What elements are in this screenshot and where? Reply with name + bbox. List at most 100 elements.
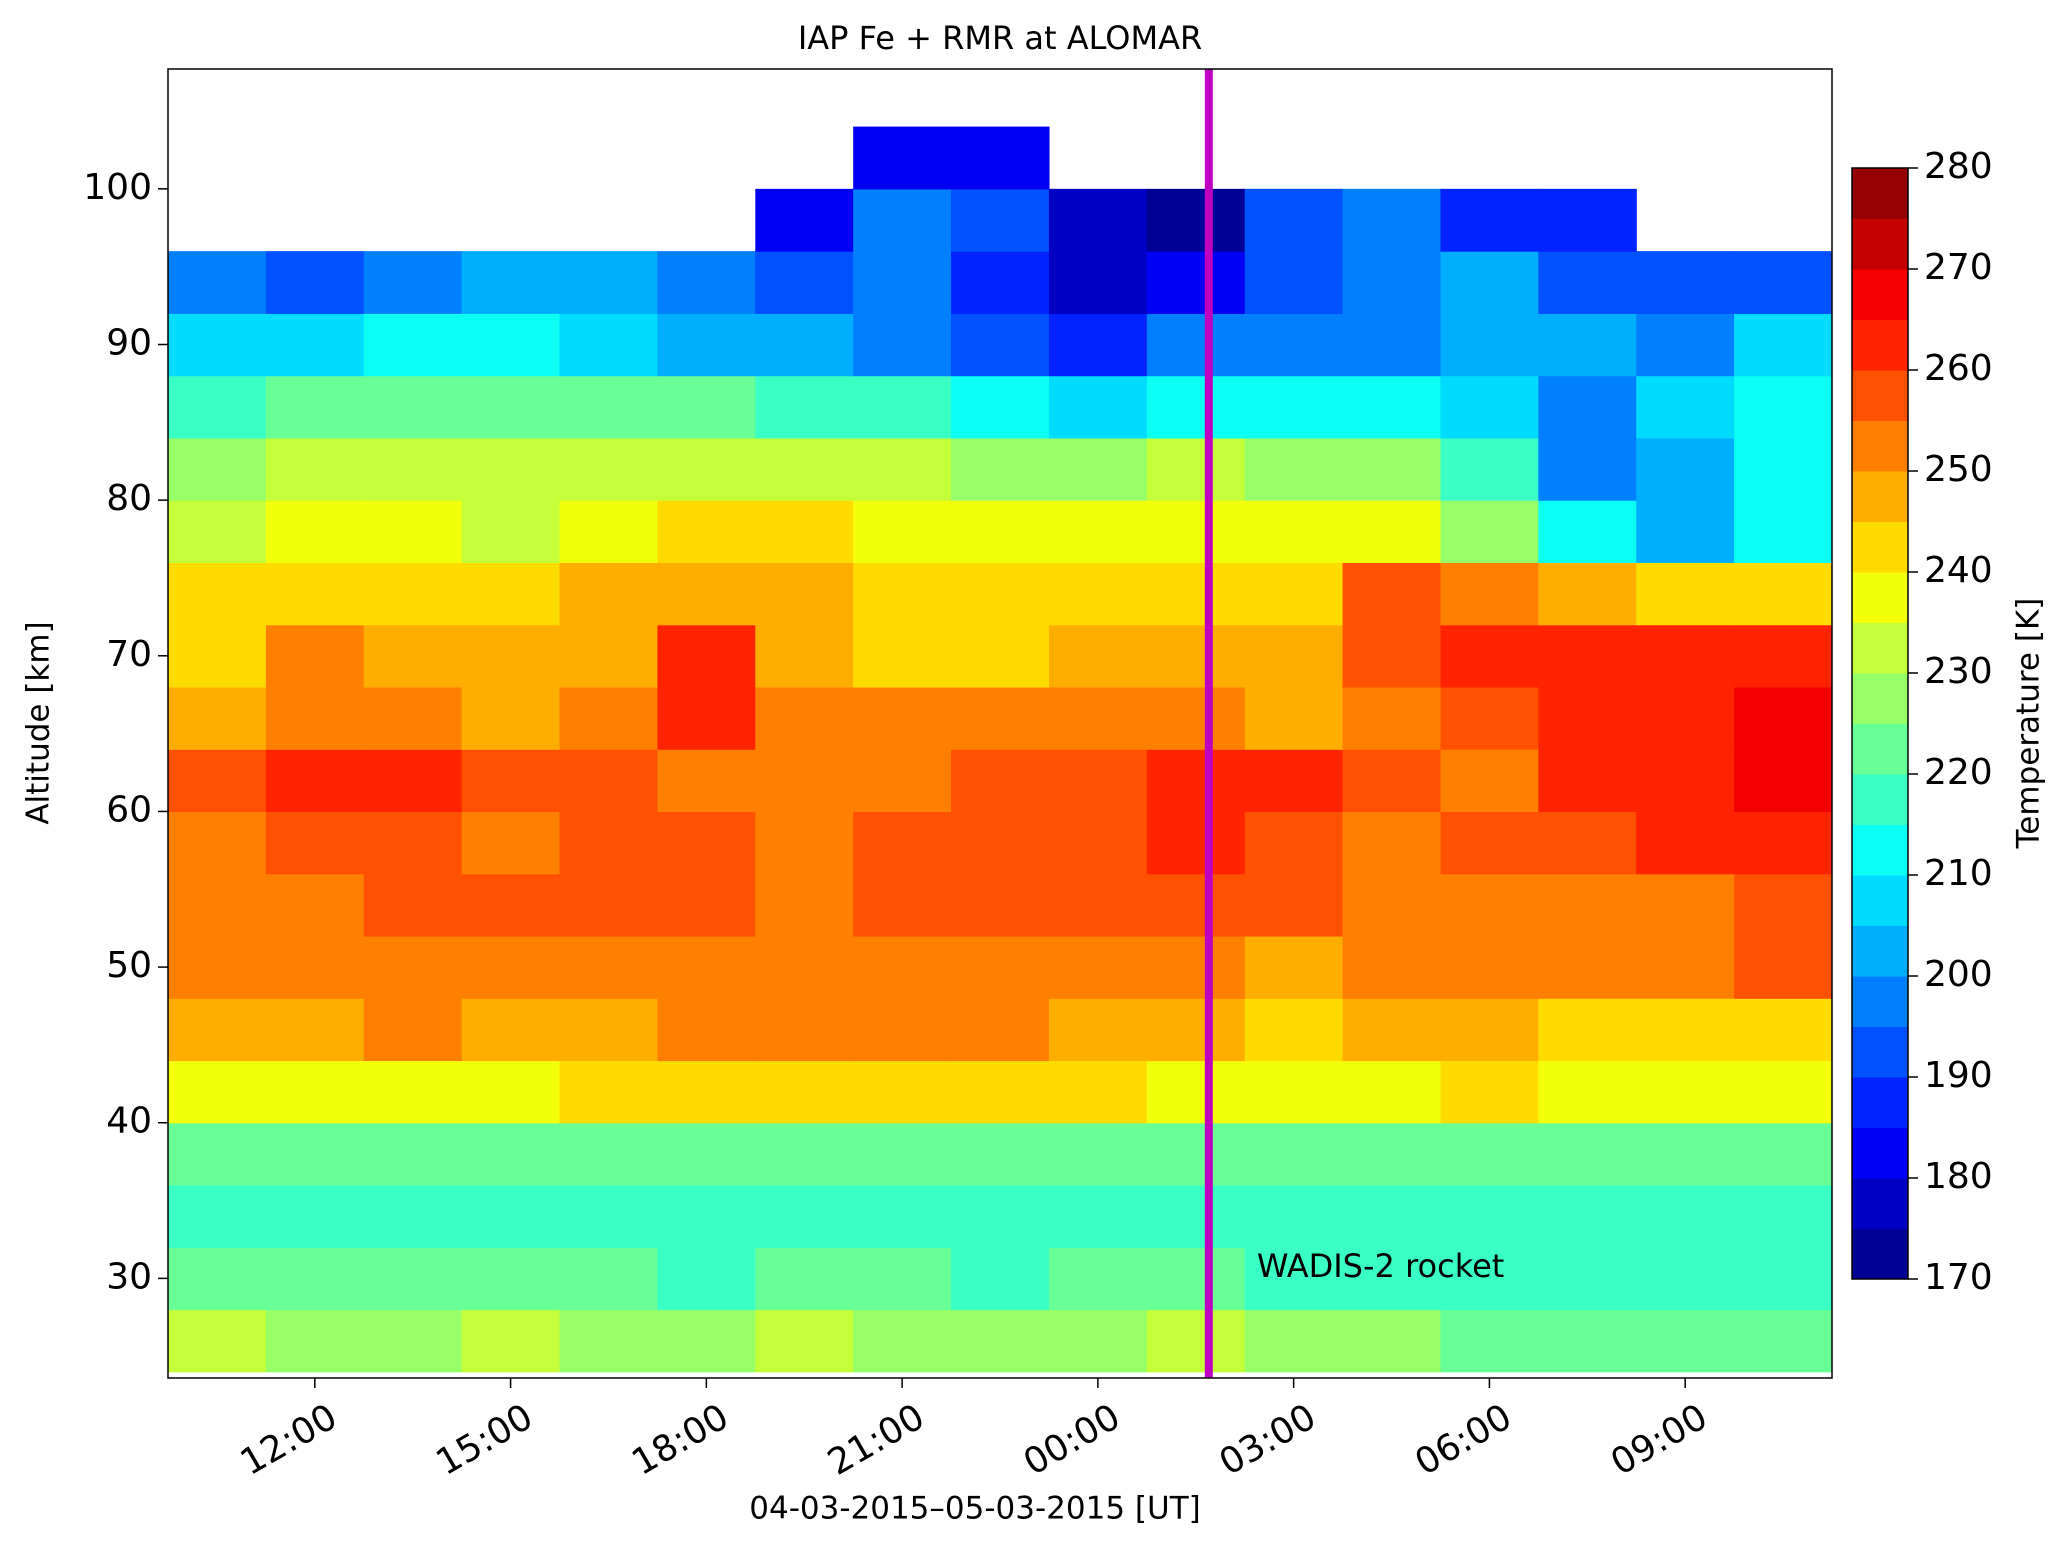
heatmap-cell (168, 1060, 267, 1124)
heatmap-cell (1048, 251, 1148, 314)
heatmap-cell (265, 1060, 365, 1124)
heatmap-cell (853, 935, 952, 999)
heatmap-cell (1538, 1122, 1637, 1186)
heatmap-cell (1146, 1122, 1246, 1186)
heatmap-cell (1244, 1060, 1344, 1124)
heatmap-cell (1636, 811, 1735, 875)
heatmap-cell (363, 873, 463, 937)
heatmap-cell (265, 313, 365, 377)
heatmap-cell (1342, 562, 1442, 626)
heatmap-cell (1146, 1060, 1246, 1124)
heatmap-cell (1048, 562, 1148, 626)
heatmap-cell (559, 1309, 659, 1373)
heatmap-cell (1538, 749, 1637, 813)
heatmap-cell (853, 749, 952, 813)
heatmap-cell (1538, 313, 1637, 377)
heatmap-cell (1342, 1184, 1442, 1248)
y-tick-label: 70 (106, 634, 152, 675)
heatmap-cell (657, 251, 756, 314)
heatmap-cell (951, 624, 1050, 688)
heatmap-cell (1440, 1184, 1539, 1248)
colorbar-label: Temperature [K] (2011, 598, 2047, 850)
y-axis-label: Altitude [km] (21, 621, 57, 824)
heatmap-cell (461, 1247, 561, 1311)
heatmap-cell (1440, 500, 1539, 564)
colorbar-tick-label: 220 (1924, 752, 1993, 793)
heatmap-cell (755, 811, 854, 875)
heatmap-cell (1342, 375, 1442, 439)
heatmap-cell (1636, 935, 1735, 999)
heatmap-cell (1734, 1060, 1832, 1124)
heatmap-cell (1146, 1247, 1246, 1311)
heatmap-cell (1538, 1309, 1637, 1373)
heatmap-cell (1342, 1309, 1442, 1373)
colorbar-band (1852, 925, 1908, 977)
x-tick-label: 18:00 (625, 1396, 735, 1483)
heatmap-cell (1146, 749, 1246, 813)
heatmap-cell (559, 562, 659, 626)
y-tick-label: 80 (106, 478, 152, 519)
heatmap-cell (461, 686, 561, 750)
heatmap-cell (1048, 188, 1148, 252)
heatmap-cell (363, 811, 463, 875)
heatmap-cell (1244, 188, 1344, 252)
heatmap-cell (951, 251, 1050, 314)
heatmap-cell (657, 1060, 756, 1124)
heatmap-cell (951, 935, 1050, 999)
heatmap-cell (755, 188, 854, 252)
heatmap-cell (559, 749, 659, 813)
colorbar-band (1852, 521, 1908, 573)
heatmap-cell (265, 1247, 365, 1311)
heatmap-cell (1538, 998, 1637, 1062)
heatmap-cell (461, 375, 561, 439)
heatmap-cell (1440, 873, 1539, 937)
heatmap-cell (853, 126, 952, 190)
heatmap-cell (559, 686, 659, 750)
heatmap-cell (265, 811, 365, 875)
heatmap-cell (1244, 749, 1344, 813)
heatmap-cell (951, 1309, 1050, 1373)
heatmap-cell (1342, 1122, 1442, 1186)
colorbar-tick-label: 270 (1924, 247, 1993, 288)
colorbar-tick-label: 280 (1924, 146, 1993, 187)
heatmap-cell (1734, 873, 1832, 937)
heatmap-cell (1440, 811, 1539, 875)
x-axis-label: 04-03-2015–05-03-2015 [UT] (749, 1491, 1200, 1527)
heatmap-cell (1342, 251, 1442, 314)
heatmap-cell (853, 437, 952, 501)
heatmap-cell (363, 1184, 463, 1248)
heatmap-cell (1636, 749, 1735, 813)
heatmap-cell (1048, 873, 1148, 937)
heatmap-cell (657, 811, 756, 875)
colorbar-band (1852, 1026, 1908, 1078)
colorbar-band (1852, 824, 1908, 876)
heatmap-cell (168, 998, 267, 1062)
x-tick-label: 09:00 (1604, 1396, 1714, 1483)
heatmap-cell (168, 1247, 267, 1311)
heatmap-cell (265, 749, 365, 813)
heatmap-cell (1636, 375, 1735, 439)
heatmap-cell (461, 749, 561, 813)
heatmap-cell (168, 873, 267, 937)
x-tick-label: 00:00 (1017, 1396, 1127, 1483)
heatmap-cell (1734, 935, 1832, 999)
heatmap-cell (1048, 313, 1148, 377)
heatmap-cell (755, 935, 854, 999)
colorbar-tick-label: 190 (1924, 1055, 1993, 1096)
heatmap-cell (657, 1122, 756, 1186)
heatmap-cell (755, 375, 854, 439)
heatmap-cell (1244, 437, 1344, 501)
heatmap-cell (1636, 624, 1735, 688)
heatmap-cell (1636, 562, 1735, 626)
heatmap-cell (853, 562, 952, 626)
colorbar-band (1852, 875, 1908, 926)
heatmap-cell (1538, 873, 1637, 937)
heatmap-cell (1048, 437, 1148, 501)
heatmap-cell (559, 251, 659, 314)
heatmap-cell (1636, 1122, 1735, 1186)
heatmap-cell (1538, 686, 1637, 750)
heatmap-cell (559, 873, 659, 937)
heatmap-cell (559, 1122, 659, 1186)
heatmap-cell (657, 624, 756, 688)
heatmap-cell (1440, 375, 1539, 439)
